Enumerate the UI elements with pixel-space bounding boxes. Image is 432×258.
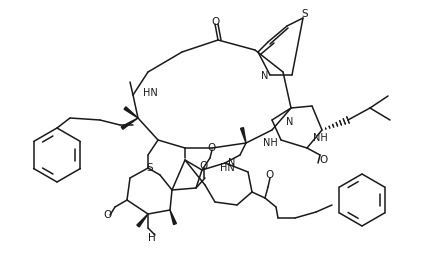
Text: O: O (211, 17, 219, 27)
Text: HN: HN (143, 88, 158, 98)
Polygon shape (241, 128, 246, 143)
Text: O: O (208, 143, 216, 153)
Text: S: S (302, 9, 308, 19)
Text: N: N (261, 71, 269, 81)
Text: HN: HN (220, 163, 235, 173)
Text: NH: NH (313, 133, 328, 143)
Text: N: N (286, 117, 294, 127)
Polygon shape (121, 118, 138, 129)
Text: O: O (200, 161, 208, 171)
Polygon shape (137, 214, 148, 227)
Text: N: N (229, 158, 236, 168)
Text: H: H (148, 233, 156, 243)
Text: O: O (266, 170, 274, 180)
Polygon shape (170, 210, 176, 224)
Polygon shape (124, 107, 138, 118)
Text: S: S (147, 163, 153, 173)
Text: O: O (103, 210, 111, 220)
Text: NH: NH (263, 138, 278, 148)
Text: O: O (319, 155, 327, 165)
